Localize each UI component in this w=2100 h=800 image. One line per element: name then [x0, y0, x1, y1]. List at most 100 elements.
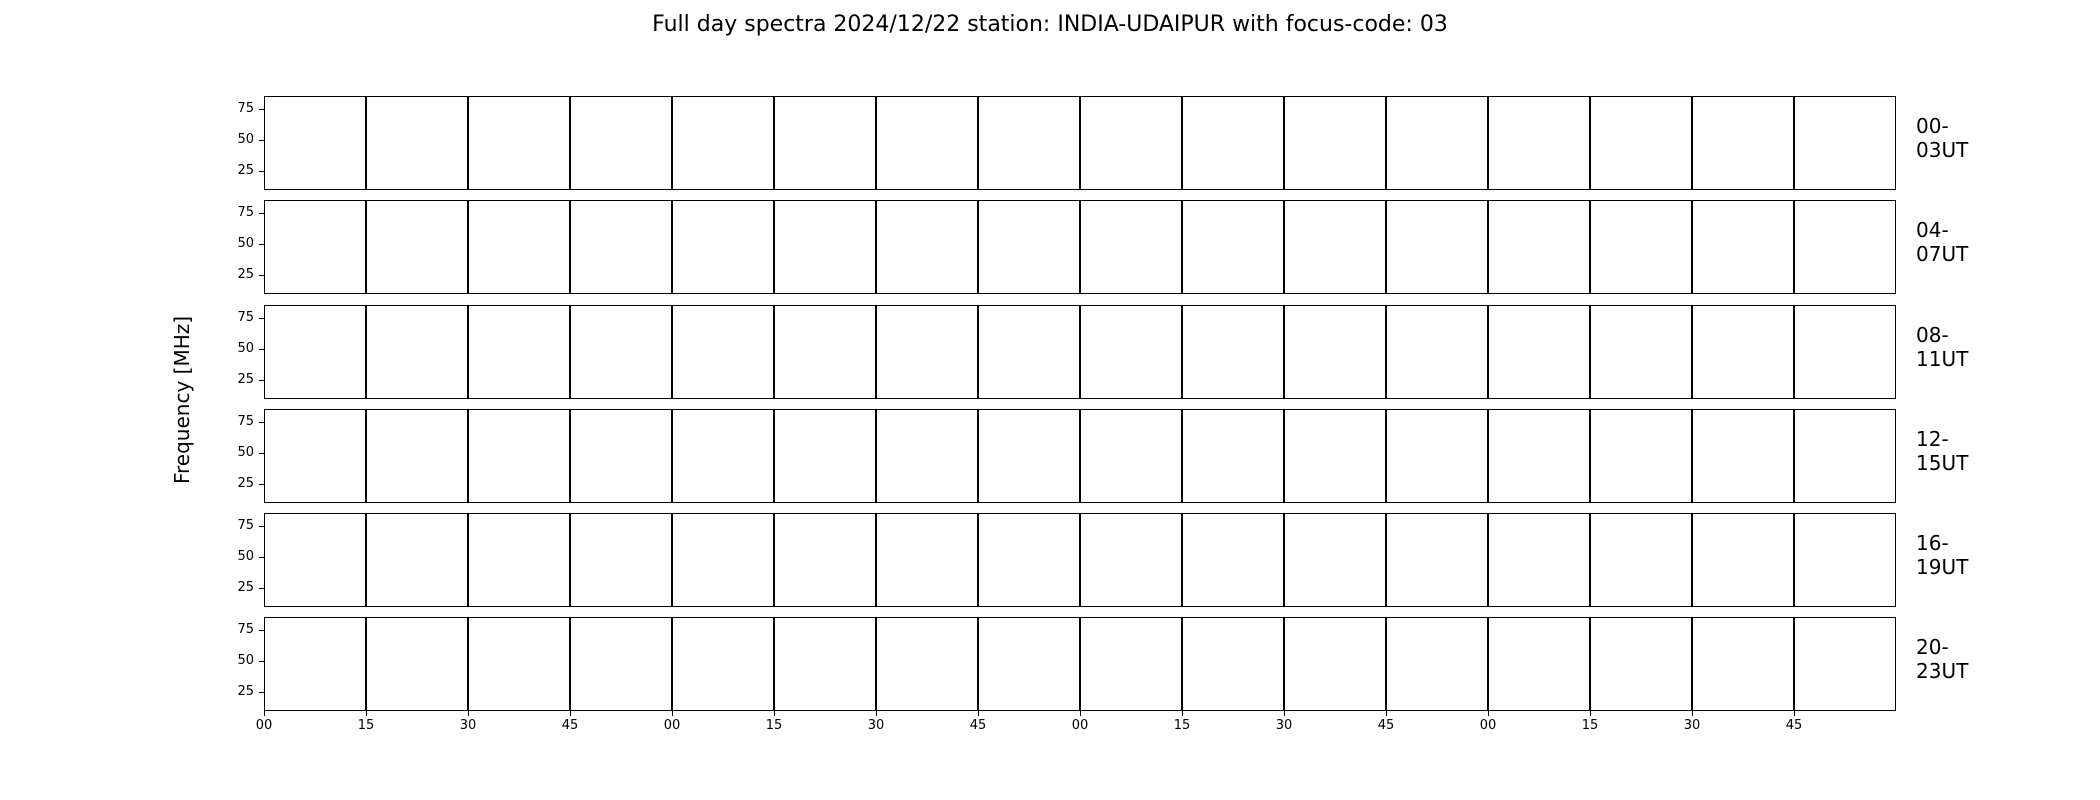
x-tick-mark: [1080, 711, 1081, 716]
spectrogram-panel: [1182, 409, 1284, 503]
spectrogram-panel: [264, 409, 366, 503]
y-tick-label: 25: [237, 267, 254, 283]
y-tick-mark: [259, 380, 264, 382]
x-tick-label: 30: [867, 718, 885, 733]
spectrogram-panel: [1386, 305, 1488, 399]
spectrogram-panel: [366, 409, 468, 503]
spectrogram-panel: [876, 617, 978, 711]
spectrogram-panel: [1386, 409, 1488, 503]
spectrogram-panel: [774, 305, 876, 399]
y-tick-mark: [259, 629, 264, 631]
x-tick-mark: [366, 711, 367, 716]
y-tick-label: 75: [237, 621, 254, 637]
spectra-row: 75 50 25 00-03UT: [237, 96, 1968, 190]
spectrogram-panel: [1590, 305, 1692, 399]
spectra-row: 75 50 25 20-23UT: [237, 617, 1968, 711]
y-tick-mark: [259, 692, 264, 694]
spectrogram-panel: [570, 617, 672, 711]
x-tick-label: 00: [1479, 718, 1497, 733]
spectrogram-panel: [468, 200, 570, 294]
spectrogram-panel: [1080, 305, 1182, 399]
y-tick-mark: [259, 348, 264, 350]
spectrogram-panel: [1488, 96, 1590, 190]
spectrogram-panel: [1692, 617, 1794, 711]
y-axis-label: Frequency [MHz]: [170, 315, 194, 485]
spectrogram-panel: [264, 513, 366, 607]
spectrogram-panel: [1386, 200, 1488, 294]
spectra-row: 75 50 25 04-07UT: [237, 200, 1968, 294]
x-tick-mark: [1182, 711, 1183, 716]
x-tick-label: 30: [1275, 718, 1293, 733]
y-tick-mark: [259, 275, 264, 277]
spectrogram-panel: [978, 617, 1080, 711]
spectrogram-panel: [1182, 96, 1284, 190]
x-tick-mark: [1386, 711, 1387, 716]
spectrogram-panel: [468, 513, 570, 607]
spectrogram-panel: [774, 513, 876, 607]
y-tick-label: 75: [237, 309, 254, 325]
x-tick-label: 00: [663, 718, 681, 733]
spectrogram-panel: [1488, 200, 1590, 294]
spectrogram-panel: [468, 96, 570, 190]
spectrogram-panel: [672, 305, 774, 399]
x-tick-label: 15: [357, 718, 375, 733]
x-tick-label: 15: [1581, 718, 1599, 733]
spectrogram-panel: [1692, 409, 1794, 503]
x-tick-label: 45: [969, 718, 987, 733]
spectrogram-panel: [264, 305, 366, 399]
spectrogram-panel: [570, 305, 672, 399]
x-tick-mark: [264, 711, 265, 716]
spectrogram-panel: [1590, 200, 1692, 294]
spectrogram-panel: [1284, 409, 1386, 503]
x-tick-label: 45: [561, 718, 579, 733]
spectrogram-panel: [774, 200, 876, 294]
row-time-label: 20-23UT: [1916, 635, 1969, 683]
x-tick-mark: [978, 711, 979, 716]
y-tick-mark: [259, 588, 264, 590]
spectrogram-panel: [978, 409, 1080, 503]
spectrogram-panel: [978, 200, 1080, 294]
spectrogram-panel: [468, 617, 570, 711]
spectrogram-panel: [1284, 513, 1386, 607]
spectrogram-panel: [570, 96, 672, 190]
x-tick-mark: [1488, 711, 1489, 716]
spectrogram-panel: [1794, 409, 1896, 503]
spectrogram-panel: [1692, 513, 1794, 607]
y-tick-label: 50: [237, 444, 254, 460]
y-tick-label: 75: [237, 517, 254, 533]
spectrogram-panel: [264, 617, 366, 711]
x-tick-label: 45: [1377, 718, 1395, 733]
y-tick-label: 50: [237, 652, 254, 668]
x-tick-mark: [774, 711, 775, 716]
y-tick-label: 25: [237, 580, 254, 596]
spectrogram-panel: [1590, 409, 1692, 503]
x-tick-mark: [1284, 711, 1285, 716]
row-time-label: 08-11UT: [1916, 323, 1969, 371]
x-tick-mark: [1794, 711, 1795, 716]
spectrogram-panel: [1080, 409, 1182, 503]
spectrogram-panel: [1386, 617, 1488, 711]
y-tick-mark: [259, 525, 264, 527]
spectrogram-panel: [264, 96, 366, 190]
x-tick-label: 15: [1173, 718, 1191, 733]
x-tick-mark: [672, 711, 673, 716]
y-tick-mark: [259, 421, 264, 423]
spectrogram-panel: [1590, 96, 1692, 190]
spectrogram-panel: [264, 200, 366, 294]
row-time-label: 16-19UT: [1916, 531, 1969, 579]
y-tick-label: 50: [237, 131, 254, 147]
spectrogram-panel: [1794, 96, 1896, 190]
spectrogram-panel: [570, 200, 672, 294]
spectrogram-panel: [366, 200, 468, 294]
x-tick-label: 30: [1683, 718, 1701, 733]
spectrogram-panel: [1284, 96, 1386, 190]
spectrogram-panel: [1284, 617, 1386, 711]
y-tick-mark: [259, 171, 264, 173]
y-tick-label: 75: [237, 100, 254, 116]
spectrogram-panel: [366, 513, 468, 607]
x-tick-mark: [876, 711, 877, 716]
y-tick-label: 50: [237, 235, 254, 251]
x-tick-mark: [468, 711, 469, 716]
spectrogram-panel: [1590, 513, 1692, 607]
spectrogram-panel: [1794, 513, 1896, 607]
